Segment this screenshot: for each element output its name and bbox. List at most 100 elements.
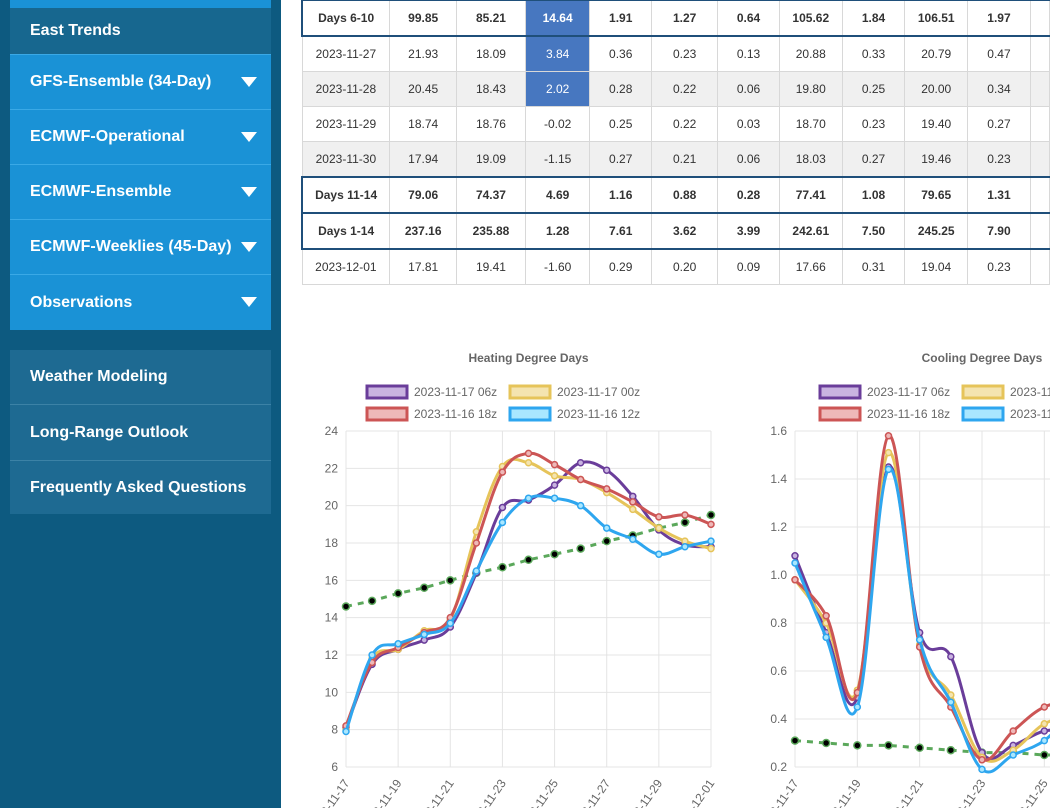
data-point [524,555,533,565]
x-tick-label: 2023-11-25 [1005,776,1050,808]
data-point [550,481,559,489]
table-cell: 0.23 [967,141,1031,178]
y-tick-label: 12 [325,648,339,662]
sidebar-item-ecmwf-weeklies[interactable]: ECMWF-Weeklies (45-Day) [10,219,271,273]
data-point [1009,727,1017,735]
data-point [550,549,559,559]
legend-label: 2023-11-17 00z [1010,385,1050,399]
table-cell: 235.88 [456,212,526,250]
sidebar-item-ecmwf-ensemble[interactable]: ECMWF-Ensemble [10,164,271,218]
table-row: Days 1-14 237.16 235.88 1.28 7.61 3.62 3.99 242… [301,212,1050,250]
legend-swatch [365,384,409,400]
legend-swatch [508,384,552,400]
data-point [394,640,402,648]
data-point [946,745,956,755]
table-cell: 106.51 [904,0,969,37]
table-cell: 0.88 [650,176,719,214]
table-cell: 242.61 [778,212,843,250]
y-tick-label: 24 [325,424,339,438]
table-cell-overflow [1029,212,1050,250]
row-label-cell: 2023-11-27 [301,35,391,72]
data-point [498,563,507,572]
table-cell: 1.97 [967,0,1031,37]
caret-down-icon[interactable] [241,77,257,87]
y-tick-label: 0.6 [770,664,787,678]
data-point [602,536,611,546]
sidebar-item-observations[interactable]: Observations [10,274,271,330]
data-point [707,520,715,529]
table-cell: 0.22 [650,106,719,142]
data-point [822,612,830,620]
y-tick-label: 0.4 [770,712,787,726]
data-point [821,738,831,748]
table-cell: 0.64 [717,0,780,37]
legend-swatch [818,406,862,422]
y-tick-label: 0.2 [770,760,787,774]
x-tick-label: 2023-11-19 [818,776,864,808]
table-cell-overflow [1029,71,1050,107]
table-cell: 17.94 [389,141,458,178]
table-row: 2023-12-01 17.81 19.41 -1.60 0.29 0.20 0.09 17.… [301,248,1050,285]
table-cell: 18.76 [456,106,526,142]
caret-down-icon[interactable] [241,297,257,307]
caret-down-icon[interactable] [241,242,257,252]
table-cell: 0.25 [589,106,652,142]
table-cell: 7.50 [841,212,906,250]
table-cell: 4.69 [524,176,591,214]
table-cell: 18.70 [778,106,843,142]
x-tick-label: 2023-11-17 [306,776,352,808]
data-point [853,741,862,750]
caret-down-icon[interactable] [241,187,257,197]
sidebar-item-label: ECMWF-Weeklies (45-Day) [30,237,232,255]
y-tick-label: 20 [325,499,339,513]
data-point [629,498,637,506]
table-cell: 0.06 [717,71,780,107]
data-point [947,698,955,706]
table-cell: 0.09 [717,248,780,285]
data-point [822,633,830,642]
table-cell: 0.06 [717,141,780,178]
table-cell: -1.60 [524,248,591,285]
sidebar-link-weather-modeling[interactable]: Weather Modeling [10,350,271,404]
data-point [655,524,663,532]
table-cell: 0.23 [841,106,906,142]
data-point [472,567,481,575]
y-tick-label: 16 [325,573,339,587]
data-point [790,736,800,745]
table-cell: 7.90 [967,212,1031,250]
table-cell: 18.43 [456,71,526,107]
table-cell: 3.84 [524,35,591,72]
legend-label: 2023-11-16 18z [414,407,497,421]
sidebar-link-label: Frequently Asked Questions [30,478,247,496]
data-point [1040,720,1049,728]
table-cell: 1.16 [589,176,652,214]
sidebar-item-label: East Trends [30,22,121,39]
table-cell: 245.25 [904,212,969,250]
sidebar-item-gfs-ensemble[interactable]: GFS-Ensemble (34-Day) [10,54,271,108]
sidebar-item-east-trends[interactable]: East Trends [10,8,271,54]
data-point [498,468,507,476]
table-cell: 20.88 [778,35,843,72]
data-point [498,518,507,527]
data-point [791,576,799,584]
data-point [655,513,663,521]
y-tick-label: 18 [325,536,339,550]
row-label-cell: 2023-11-30 [301,141,391,178]
data-point [550,460,559,469]
sidebar-link-faq[interactable]: Frequently Asked Questions [10,460,271,514]
table-cell: 0.27 [841,141,906,178]
table-cell: 17.66 [778,248,843,285]
data-point [368,651,376,659]
series-line [793,465,1050,761]
y-tick-label: 1.4 [770,472,787,486]
x-tick-label: 2023-11-23 [463,776,509,808]
x-tick-label: 2023-11-25 [515,776,561,808]
table-cell: 21.93 [389,35,458,72]
sidebar-item-ecmwf-operational[interactable]: ECMWF-Operational [10,109,271,163]
series-line [793,451,1050,763]
data-point [655,550,663,558]
sidebar-link-long-range-outlook[interactable]: Long-Range Outlook [10,404,271,460]
caret-down-icon[interactable] [241,132,257,142]
table-cell: 20.79 [904,35,969,72]
data-point [576,501,585,510]
